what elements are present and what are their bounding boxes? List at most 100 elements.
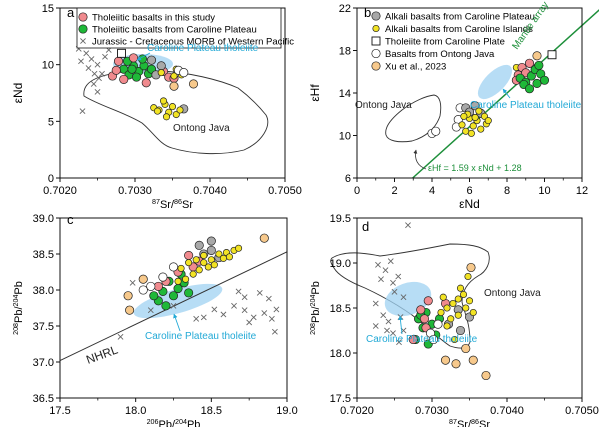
xtick-label-c-3: 19.0: [276, 405, 297, 417]
point-yellow-a-54: [170, 72, 178, 80]
point-square-a-36: [117, 48, 126, 58]
point-orange-d-56: [468, 355, 478, 365]
ylabel-c-part-1: Pb/: [13, 306, 25, 323]
point-green-a-23: [131, 72, 142, 82]
ytick-label-b-4: 22: [339, 3, 351, 15]
xlabel-b: εNd: [459, 197, 480, 211]
point-yellow-a-48: [176, 106, 184, 114]
point-green-b-39: [524, 84, 535, 94]
ytick-label-d-3: 19.0: [330, 258, 351, 270]
ylabel-b: εHf: [308, 84, 322, 102]
xlabel-c: 206Pb/204Pb: [147, 418, 201, 427]
point-gray-a-37: [146, 55, 157, 65]
point-gray-b-8: [470, 101, 480, 111]
point-yellow-b-22: [484, 117, 492, 125]
xlabel-d-part-2: 86: [471, 418, 479, 426]
point-yellow-a-50: [153, 107, 162, 115]
point-x-a-7: [96, 75, 102, 82]
point-yellow-d-40: [454, 295, 462, 303]
caroline-arrow-c: [173, 313, 181, 332]
point-square-legend-2: [371, 36, 381, 46]
point-gray-c-42: [206, 245, 216, 255]
point-x-c-14: [271, 328, 278, 335]
point-x-a-6: [94, 61, 101, 68]
xlabel-d-part-1: Sr/: [457, 419, 472, 427]
xlabel-c-part-2: 204: [175, 418, 187, 426]
legend-item-2: Jurassic - Cretaceous MORB of Western Pa…: [92, 37, 294, 48]
panel-a: 0.7020 0.7030 0.7040 0.7050 0 5 10 15 87Sr/86Sr ε…: [11, 3, 302, 211]
caroline-ellipse-b: [477, 64, 513, 100]
point-yellow-d-38: [443, 304, 451, 312]
point-x-a-10: [102, 53, 108, 60]
point-orange-c-20: [123, 291, 133, 301]
legend-item-2: Tholeiite from Caroline Plate: [385, 37, 505, 48]
ytick-label-b-3: 18: [339, 46, 351, 58]
xlabel-a-part-3: Sr: [182, 199, 193, 211]
point-yellow-d-45: [465, 297, 474, 305]
point-white-a-56: [179, 68, 189, 78]
point-square-b-43: [547, 50, 557, 60]
point-white-d-60: [433, 319, 443, 329]
point-yellow-b-14: [477, 125, 485, 133]
point-red-d-27: [408, 334, 418, 345]
ylabel-group-d: 208Pb/204Pb: [309, 281, 322, 335]
point-white-b-1: [431, 126, 441, 136]
ytick-label-a-0: 0: [48, 173, 54, 185]
point-orange-c-23: [138, 274, 148, 284]
point-red-c-36: [184, 250, 194, 260]
point-yellow-d-50: [469, 308, 477, 317]
caroline-label-b: Caroline Plateau tholeiite: [470, 100, 582, 111]
caroline-arrow-a: [136, 52, 151, 61]
point-yellow-a-47: [159, 97, 168, 105]
point-x-d-7: [400, 294, 407, 301]
xtick-label-d-3: 0.7050: [565, 405, 599, 417]
point-yellow-c-46: [185, 259, 193, 267]
point-x-d-2: [387, 258, 394, 265]
point-yellow-c-62: [174, 277, 182, 285]
xtick-label-d-1: 0.7030: [415, 405, 449, 417]
legend-item-0: Tholeiitic basalts in this study: [92, 13, 215, 24]
point-yellow-d-44: [462, 304, 470, 312]
panel-c: 17.5 18.0 18.5 19.0 36.5 37.0 37.5 38.0 38.5 39.0…: [12, 212, 298, 427]
xlabel-d-part-3: Sr: [479, 419, 490, 427]
point-orange-c-21: [125, 305, 135, 315]
point-red-a-29: [119, 74, 129, 84]
point-x-c-18: [117, 333, 124, 340]
point-orange-d-52: [451, 359, 461, 369]
point-red-d-32: [419, 314, 430, 324]
xtick-label-b-6: 12: [576, 185, 588, 197]
point-yellow-c-45: [177, 264, 185, 272]
point-yellow-d-43: [454, 311, 462, 319]
xlabel-d-part-0: 87: [449, 418, 457, 426]
ylabel-group-c: 208Pb/204Pb: [12, 281, 25, 335]
point-x-d-5: [395, 273, 402, 280]
point-yellow-a-49: [162, 113, 171, 121]
point-yellow-d-39: [449, 299, 457, 308]
ylabel-d: 208Pb/204Pb: [309, 281, 322, 335]
mantle-equation: εHf = 1.59 x εNd + 1.28: [428, 163, 522, 173]
point-yellow-d-46: [443, 322, 451, 330]
point-orange-d-55: [440, 355, 451, 365]
point-yellow-b-9: [458, 121, 466, 129]
point-x-c-5: [250, 314, 257, 321]
point-green-a-26: [127, 64, 137, 74]
legend-item-1: Tholeiitic basalts from Caroline Plateau: [92, 25, 257, 36]
ytick-label-c-3: 38.0: [33, 285, 54, 297]
legend-item-0: Alkali basalts from Caroline Plateau: [385, 12, 535, 23]
point-yellow-c-53: [189, 270, 197, 278]
point-x-c-16: [170, 302, 177, 309]
point-yellow-c-50: [215, 250, 223, 258]
xlabel-c-part-0: 206: [147, 418, 159, 426]
point-x-c-17: [147, 307, 154, 314]
point-yellow-c-55: [219, 254, 227, 262]
point-x-c-15: [193, 315, 200, 322]
point-yellow-c-48: [200, 251, 208, 259]
xtick-label-b-0: 0: [354, 185, 360, 197]
ylabel-c-part-0: 208: [12, 323, 20, 335]
xtick-label-a-3: 0.7050: [268, 185, 302, 197]
xlabel-d: 87Sr/86Sr: [449, 418, 490, 427]
point-green-c-30: [184, 288, 194, 298]
point-yellow-c-60: [235, 244, 243, 252]
point-x-d-13: [396, 339, 402, 346]
